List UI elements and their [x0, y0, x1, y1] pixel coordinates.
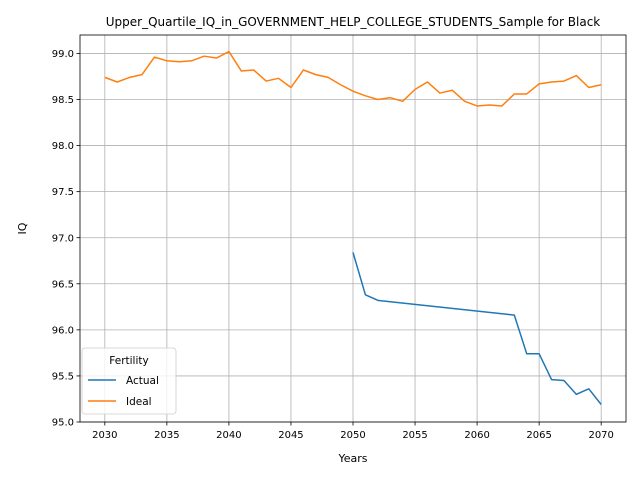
series-line-ideal [104, 50, 602, 107]
y-tick-label: 96.5 [52, 279, 74, 290]
y-tick-label: 95.5 [52, 372, 74, 383]
legend-entries: Actual Ideal [88, 375, 159, 408]
x-tick-label: 2040 [216, 430, 241, 441]
axis-ticks: 2030 2035 2040 2045 2050 2055 2060 2065 2070 95.0… [52, 49, 614, 441]
legend-label-actual: Actual [126, 375, 159, 387]
x-tick-label: 2060 [464, 430, 489, 441]
series-lines [104, 50, 602, 405]
y-tick-label: 96.0 [52, 325, 74, 336]
y-tick-label: 95.0 [52, 418, 74, 429]
chart-title: Upper_Quartile_IQ_in_GOVERNMENT_HELP_COL… [106, 15, 601, 29]
x-tick-label: 2065 [526, 430, 551, 441]
legend-box [81, 347, 177, 415]
x-tick-label: 2030 [92, 430, 117, 441]
x-tick-label: 2055 [402, 430, 427, 441]
series-line-actual [352, 252, 602, 405]
x-tick-label: 2050 [340, 430, 365, 441]
legend: Fertility Actual Ideal [81, 347, 177, 415]
x-tick-label: 2045 [278, 430, 303, 441]
legend-label-ideal: Ideal [126, 396, 152, 408]
x-axis-label: Years [337, 452, 367, 465]
y-tick-label: 98.5 [52, 95, 74, 106]
x-tick-label: 2070 [588, 430, 613, 441]
legend-title: Fertility [109, 355, 148, 367]
y-tick-label: 97.5 [52, 187, 74, 198]
y-tick-label: 99.0 [52, 49, 74, 60]
y-axis-label: IQ [16, 222, 29, 234]
y-tick-label: 97.0 [52, 233, 74, 244]
x-tick-label: 2035 [154, 430, 179, 441]
y-tick-label: 98.0 [52, 141, 74, 152]
